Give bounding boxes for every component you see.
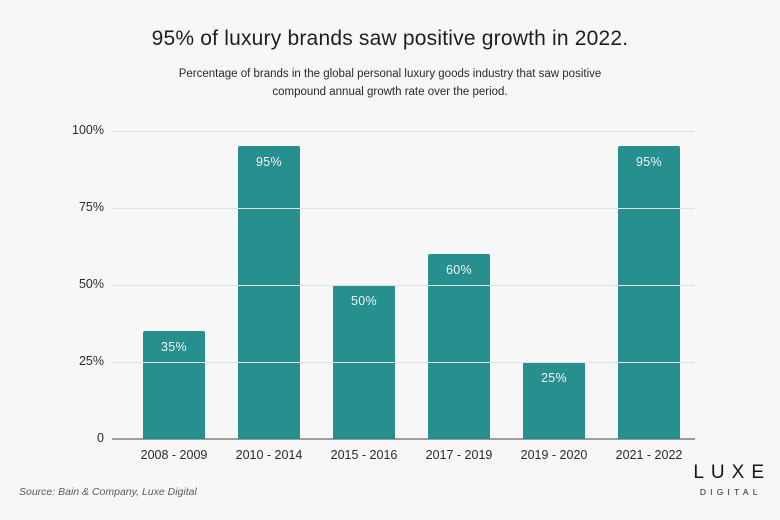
y-tick-label: 100% <box>72 123 104 137</box>
bar: 25% <box>523 362 585 439</box>
bar-value-label: 25% <box>541 371 567 385</box>
bar-column: 95% 2021 - 2022 <box>616 131 682 462</box>
bar: 95% <box>618 146 680 439</box>
bar-chart: 35% 2008 - 2009 95% 2010 - 2014 50% 2015 - 20… <box>0 123 780 462</box>
x-tick-label: 2010 - 2014 <box>235 448 303 462</box>
x-tick-label: 2021 - 2022 <box>615 448 683 462</box>
chart-title: 95% of luxury brands saw positive growth… <box>151 27 629 50</box>
gridline <box>112 208 695 209</box>
bar-value-label: 60% <box>446 263 472 278</box>
bar-column: 25% 2019 - 2020 <box>521 131 587 462</box>
chart-subtitle: Percentage of brands in the global perso… <box>178 68 602 98</box>
y-tick-label: 0 <box>97 431 104 445</box>
x-tick-label: 2008 - 2009 <box>140 448 208 462</box>
x-tick-label: 2017 - 2019 <box>425 448 493 462</box>
bar-value-label: 35% <box>161 340 187 355</box>
x-tick-label: 2015 - 2016 <box>330 448 398 462</box>
gridline <box>112 131 695 132</box>
x-axis-line <box>112 438 695 440</box>
source-note: Source: Bain & Company, Luxe Digital <box>19 486 197 498</box>
bar: 60% <box>428 254 490 439</box>
bar: 35% <box>143 331 205 439</box>
plot-area: 35% 2008 - 2009 95% 2010 - 2014 50% 2015 - 20… <box>112 131 695 462</box>
bar-column: 95% 2010 - 2014 <box>236 131 302 462</box>
logo-wordmark-luxe: LUXE <box>693 462 771 483</box>
y-tick-label: 50% <box>78 277 104 291</box>
x-tick-label: 2019 - 2020 <box>520 448 588 462</box>
bar: 95% <box>238 146 300 439</box>
y-tick-label: 75% <box>78 200 104 214</box>
luxe-digital-logo: LUXE DIGITAL <box>693 462 764 497</box>
bar-value-label: 95% <box>636 155 662 170</box>
gridline <box>112 362 695 363</box>
bar-value-label: 50% <box>351 294 377 308</box>
bar-column: 35% 2008 - 2009 <box>141 131 207 462</box>
gridline <box>112 285 695 286</box>
logo-wordmark-digital: DIGITAL <box>699 486 762 497</box>
bar-value-label: 95% <box>256 155 282 170</box>
y-tick-label: 25% <box>78 354 104 368</box>
